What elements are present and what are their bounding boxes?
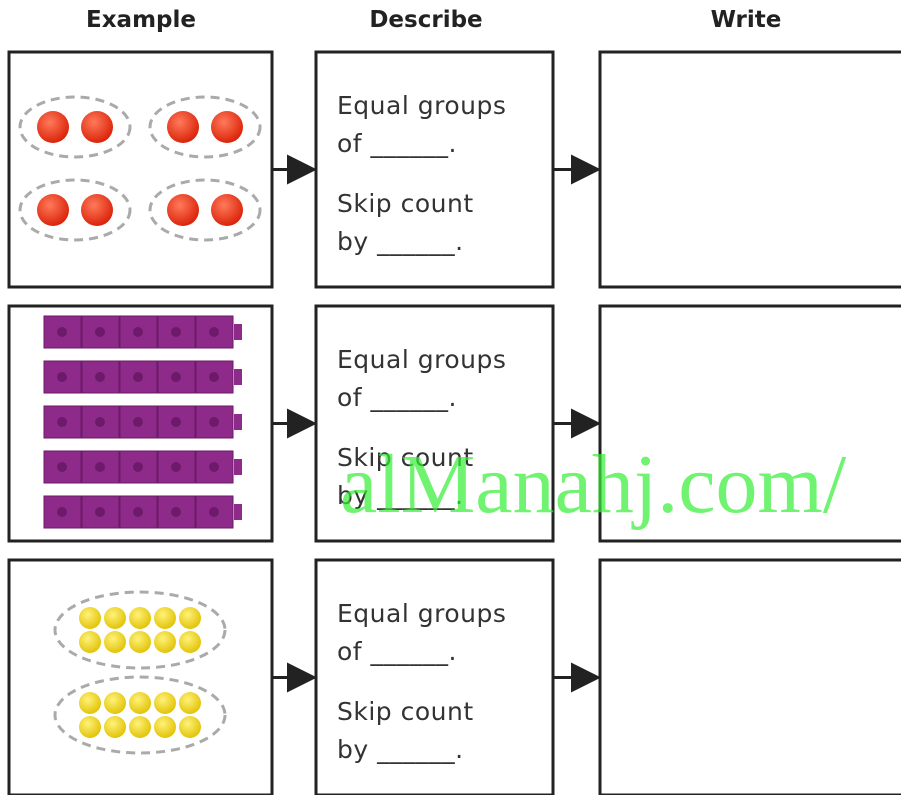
group-outline <box>53 590 227 670</box>
cube-hole <box>57 327 67 337</box>
counter <box>79 692 101 714</box>
cube-hole <box>209 462 219 472</box>
group-outline <box>148 178 262 242</box>
counter <box>104 716 126 738</box>
cube-hole <box>95 417 105 427</box>
cube-knob <box>234 504 242 520</box>
counter <box>179 692 201 714</box>
counter <box>37 194 69 226</box>
counter <box>129 716 151 738</box>
cube-hole <box>209 372 219 382</box>
cube-hole <box>57 417 67 427</box>
counter <box>104 692 126 714</box>
cube-knob <box>234 459 242 475</box>
cube-hole <box>209 327 219 337</box>
counter <box>79 631 101 653</box>
describe-text: by ______. <box>337 481 464 510</box>
counter <box>211 111 243 143</box>
describe-text: Skip count <box>337 189 474 218</box>
describe-text: Skip count <box>337 697 474 726</box>
box <box>598 558 901 795</box>
describe-text: by ______. <box>337 735 464 764</box>
describe-text: by ______. <box>337 227 464 256</box>
counter <box>154 692 176 714</box>
counter <box>104 631 126 653</box>
cube-hole <box>95 372 105 382</box>
group-outline <box>18 95 132 159</box>
counter <box>79 607 101 629</box>
counter <box>154 716 176 738</box>
counter <box>179 631 201 653</box>
cube-hole <box>133 417 143 427</box>
counter <box>211 194 243 226</box>
cube-knob <box>234 324 242 340</box>
describe-text: Skip count <box>337 443 474 472</box>
cube-hole <box>171 462 181 472</box>
cube-hole <box>95 507 105 517</box>
cube-hole <box>209 417 219 427</box>
cube-hole <box>133 327 143 337</box>
cube-knob <box>234 369 242 385</box>
cube-hole <box>95 462 105 472</box>
counter <box>167 194 199 226</box>
counter <box>37 111 69 143</box>
cube-hole <box>57 462 67 472</box>
cube-hole <box>171 417 181 427</box>
cube <box>43 405 82 439</box>
cube <box>81 450 120 484</box>
cube-hole <box>133 462 143 472</box>
counter <box>104 607 126 629</box>
counter <box>129 692 151 714</box>
counter <box>129 631 151 653</box>
box <box>598 304 901 543</box>
describe-text: of ______. <box>337 129 457 158</box>
counter <box>179 607 201 629</box>
column-header: Describe <box>369 7 482 33</box>
counter <box>81 111 113 143</box>
cube-knob <box>234 414 242 430</box>
describe-text: Equal groups <box>337 345 506 374</box>
rows: Equal groups of ______. Skip count by _____… <box>7 50 901 795</box>
describe-text: of ______. <box>337 383 457 412</box>
cube-hole <box>95 327 105 337</box>
group-outline <box>148 95 262 159</box>
counter <box>81 194 113 226</box>
counter <box>154 607 176 629</box>
counter <box>154 631 176 653</box>
box <box>314 50 555 289</box>
group-outline <box>18 178 132 242</box>
describe-text: of ______. <box>337 637 457 666</box>
counter <box>167 111 199 143</box>
box <box>7 50 274 289</box>
cube-hole <box>171 507 181 517</box>
counter <box>79 716 101 738</box>
describe-text: Equal groups <box>337 599 506 628</box>
group-outline <box>53 675 227 755</box>
counter <box>179 716 201 738</box>
watermark: alManahj.com/ <box>340 438 847 531</box>
cube-hole <box>209 507 219 517</box>
cube-hole <box>133 507 143 517</box>
column-header: Example <box>86 7 196 33</box>
cube-hole <box>171 372 181 382</box>
cube-hole <box>133 372 143 382</box>
cube-hole <box>57 507 67 517</box>
box <box>598 50 901 289</box>
counter <box>129 607 151 629</box>
cube-hole <box>171 327 181 337</box>
describe-text: Equal groups <box>337 91 506 120</box>
cube-hole <box>57 372 67 382</box>
box <box>314 558 555 795</box>
column-header: Write <box>711 7 782 33</box>
